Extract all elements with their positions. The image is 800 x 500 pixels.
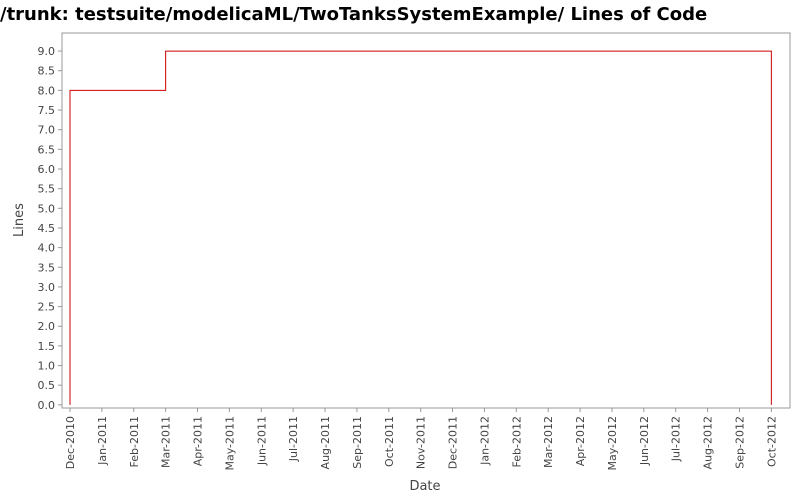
y-tick-label: 7.5 bbox=[38, 104, 56, 117]
y-tick-label: 1.5 bbox=[38, 340, 56, 353]
plot-area bbox=[61, 32, 791, 409]
y-tick-label: 3.0 bbox=[38, 281, 56, 294]
y-tick-label: 0.0 bbox=[38, 399, 56, 412]
y-tick-label: 5.5 bbox=[38, 183, 56, 196]
x-tick-label: Feb-2012 bbox=[510, 416, 523, 467]
chart-title: /trunk: testsuite/modelicaML/TwoTanksSys… bbox=[0, 4, 707, 25]
y-tick-label: 6.5 bbox=[38, 143, 56, 156]
y-tick-label: 8.5 bbox=[38, 65, 56, 78]
x-tick-label: Jun-2012 bbox=[638, 416, 651, 466]
x-tick-label: Jul-2011 bbox=[287, 416, 300, 462]
x-tick-label: Apr-2012 bbox=[574, 416, 587, 466]
y-tick-label: 7.0 bbox=[38, 124, 56, 137]
data-line bbox=[69, 50, 772, 405]
y-tick-label: 3.5 bbox=[38, 261, 56, 274]
x-tick-label: Dec-2010 bbox=[64, 416, 77, 469]
x-tick-label: Oct-2012 bbox=[765, 416, 778, 467]
x-tick-label: Apr-2011 bbox=[192, 416, 205, 466]
x-tick-label: Mar-2012 bbox=[542, 416, 555, 468]
x-tick-label: Sep-2012 bbox=[733, 416, 746, 469]
x-tick-label: Jul-2012 bbox=[670, 416, 683, 462]
y-tick-label: 4.0 bbox=[38, 242, 56, 255]
y-tick-label: 6.0 bbox=[38, 163, 56, 176]
y-tick-label: 1.0 bbox=[38, 360, 56, 373]
x-tick-label: Aug-2011 bbox=[319, 416, 332, 469]
y-tick-label: 9.0 bbox=[38, 45, 56, 58]
y-tick-label: 8.0 bbox=[38, 84, 56, 97]
x-tick-label: Dec-2011 bbox=[447, 416, 460, 469]
x-tick-label: Nov-2011 bbox=[415, 416, 428, 469]
x-axis-label: Date bbox=[409, 479, 440, 494]
y-tick-label: 4.5 bbox=[38, 222, 56, 235]
y-tick-label: 0.5 bbox=[38, 379, 56, 392]
x-tick-label: Sep-2011 bbox=[351, 416, 364, 469]
x-tick-label: Jun-2011 bbox=[255, 416, 268, 466]
x-tick-label: Oct-2011 bbox=[383, 416, 396, 467]
x-tick-label: Aug-2012 bbox=[702, 416, 715, 469]
y-tick-label: 5.0 bbox=[38, 202, 56, 215]
y-tick-label: 2.0 bbox=[38, 320, 56, 333]
x-tick-label: Mar-2011 bbox=[160, 416, 173, 468]
x-tick-label: Jan-2012 bbox=[478, 416, 491, 466]
y-tick-label: 2.5 bbox=[38, 301, 56, 314]
x-tick-label: Jan-2011 bbox=[96, 416, 109, 466]
x-tick-label: May-2011 bbox=[223, 416, 236, 471]
x-tick-label: Feb-2011 bbox=[128, 416, 141, 467]
x-tick-label: May-2012 bbox=[606, 416, 619, 471]
y-axis-label: Lines bbox=[12, 203, 27, 237]
